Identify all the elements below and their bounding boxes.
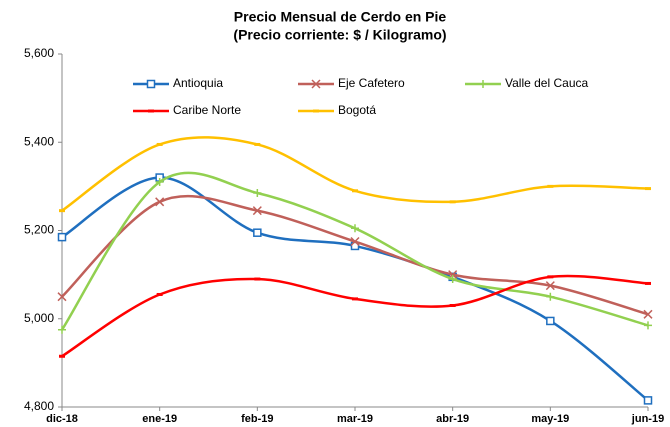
y-tick-label: 5,200 [24,223,54,237]
x-tick-label: mar-19 [337,413,373,425]
y-tick-label: 4,800 [24,399,54,413]
x-tick-label: dic-18 [46,413,78,425]
chart-title: Precio Mensual de Cerdo en Pie [234,9,447,25]
marker [448,275,457,284]
marker [479,80,487,88]
marker [253,228,262,237]
marker [155,197,165,207]
x-tick-label: feb-19 [241,413,273,425]
legend-label: Bogotá [338,103,376,117]
y-tick-label: 5,600 [24,46,54,60]
marker [57,292,67,302]
marker [350,237,360,247]
marker [643,309,653,319]
marker [146,79,156,89]
x-tick-label: ene-19 [142,413,177,425]
x-tick-label: may-19 [531,413,569,425]
y-tick-label: 5,400 [24,134,54,148]
legend-label: Valle del Cauca [505,76,588,90]
x-tick-label: abr-19 [436,413,469,425]
marker [546,292,555,301]
marker [253,188,262,197]
y-tick-label: 5,000 [24,311,54,325]
series-line [61,136,649,212]
chart-subtitle: (Precio corriente: $ / Kilogramo) [233,27,446,43]
marker [545,281,555,291]
marker [643,396,653,405]
marker [644,321,652,330]
legend-label: Antioquia [173,76,223,90]
marker [252,206,262,216]
marker [546,316,555,326]
marker [57,232,67,242]
series-line [61,194,649,316]
legend-label: Eje Cafetero [338,76,405,90]
legend-label: Caribe Norte [173,103,241,117]
marker [351,224,359,233]
marker [155,177,164,186]
series-line [60,171,649,331]
marker [311,79,321,89]
x-tick-label: jun-19 [631,413,664,425]
marker [58,325,66,334]
